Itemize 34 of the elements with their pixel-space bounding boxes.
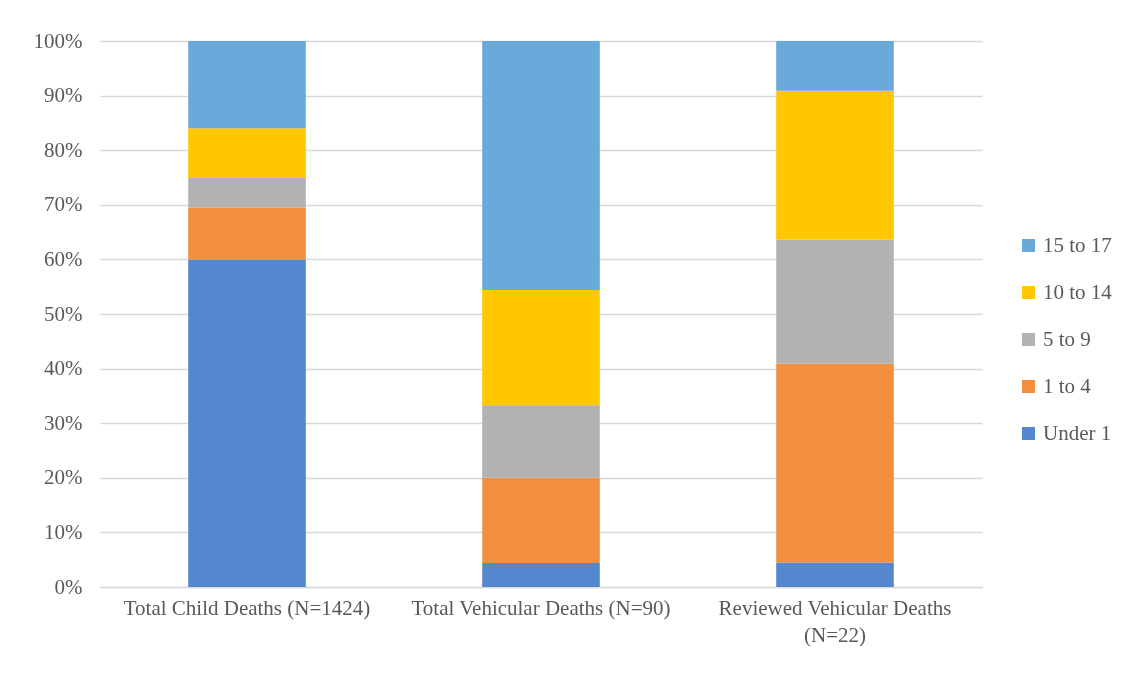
bar <box>482 477 600 563</box>
bar <box>188 207 306 260</box>
y-tick-label: 30% <box>44 410 83 435</box>
bar <box>482 405 600 478</box>
legend-label: 5 to 9 <box>1043 326 1091 351</box>
y-tick-label: 50% <box>44 301 83 326</box>
y-tick-label: 100% <box>33 28 83 53</box>
legend-label: 15 to 17 <box>1043 232 1112 257</box>
y-tick-label: 10% <box>44 519 83 544</box>
bar <box>776 562 894 587</box>
bar <box>776 363 894 563</box>
bar <box>776 239 894 364</box>
x-tick-label: Total Vehicular Deaths (N=90) <box>411 595 671 620</box>
legend-label: Under 1 <box>1043 420 1112 445</box>
y-tick-label: 60% <box>44 246 83 271</box>
y-tick-label: 40% <box>44 356 83 381</box>
x-tick-label: Total Child Deaths (N=1424) <box>123 595 371 620</box>
y-tick-label: 20% <box>44 465 83 490</box>
bar <box>188 41 306 129</box>
bar <box>482 562 600 587</box>
x-tick-label: Reviewed Vehicular Deaths (N=22) <box>718 595 952 647</box>
bar <box>482 41 600 290</box>
y-tick-label: 70% <box>44 192 83 217</box>
bar <box>188 128 306 179</box>
bar <box>188 259 306 587</box>
y-tick-label: 90% <box>44 83 83 108</box>
bar <box>776 41 894 91</box>
y-tick-label: 0% <box>54 574 83 599</box>
legend-label: 1 to 4 <box>1043 373 1092 398</box>
bar <box>482 289 600 406</box>
legend-label: 10 to 14 <box>1043 279 1113 304</box>
y-tick-label: 80% <box>44 137 83 162</box>
bar <box>776 90 894 240</box>
bar <box>188 178 306 208</box>
